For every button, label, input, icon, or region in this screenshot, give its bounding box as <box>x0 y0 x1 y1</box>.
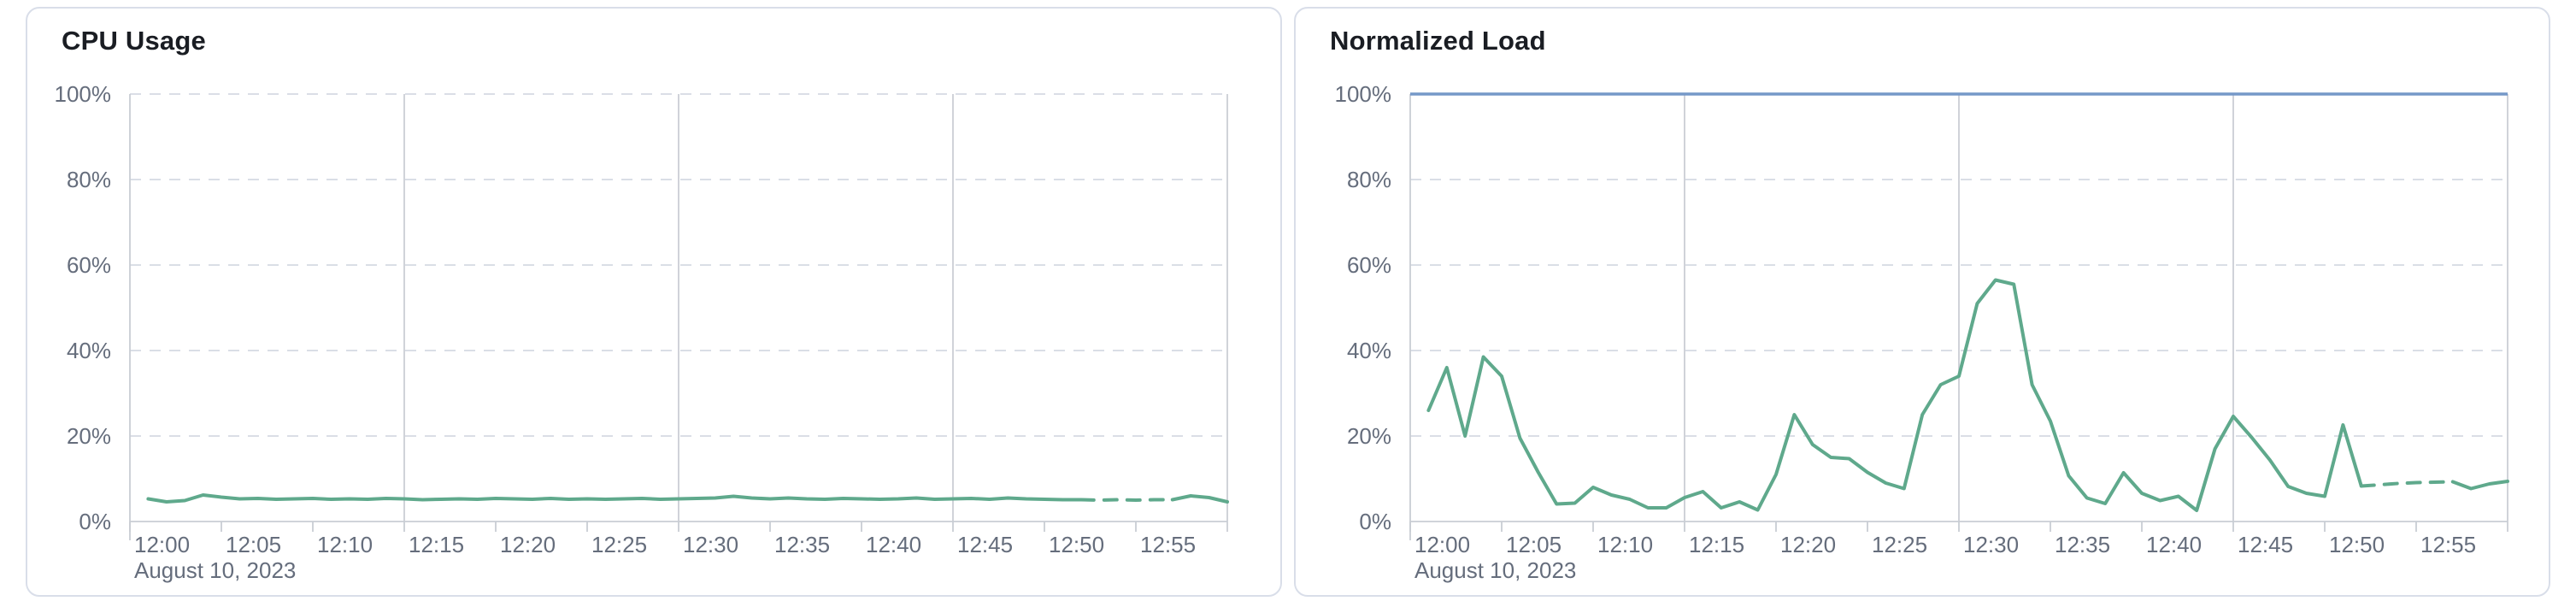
x-axis-label: 12:40 <box>866 532 921 557</box>
series-line <box>1426 278 2363 512</box>
y-axis-label: 0% <box>79 509 111 534</box>
cpu-usage-chart[interactable]: 12:00 12:05 12:10 12:15 12:20 12:25 12:30 12:35… <box>27 9 1280 595</box>
x-axis-label: 12:15 <box>1689 532 1744 557</box>
date-label: August 10, 2023 <box>1414 557 1576 583</box>
y-axis-label: 80% <box>1347 167 1391 192</box>
x-axis-label: 12:35 <box>2055 532 2110 557</box>
y-axis-label: 100% <box>1335 81 1392 107</box>
y-axis-label: 60% <box>1347 252 1391 278</box>
chart-title: Normalized Load <box>1330 26 1546 56</box>
x-axis-label: 12:20 <box>1780 532 1836 557</box>
x-axis-label: 12:10 <box>1597 532 1653 557</box>
x-axis-label: 12:00 <box>1414 532 1470 557</box>
normalized-load-card: Normalized Load 12:00 12:05 12:10 12:15 12:2… <box>1294 7 2550 597</box>
series-line <box>1170 494 1229 504</box>
series-line <box>2359 480 2455 488</box>
series-line <box>2450 480 2509 491</box>
x-axis-label: 12:30 <box>1963 532 2019 557</box>
y-axis-label: 40% <box>67 338 111 363</box>
x-axis-label: 12:25 <box>591 532 647 557</box>
series-line <box>146 493 1083 504</box>
x-axis-label: 12:45 <box>2238 532 2293 557</box>
x-axis-label: 12:50 <box>1049 532 1104 557</box>
y-axis-label: 0% <box>1359 509 1391 534</box>
x-axis-label: 12:35 <box>774 532 830 557</box>
x-axis-label: 12:05 <box>1506 532 1561 557</box>
y-axis-label: 100% <box>55 81 112 107</box>
y-axis-label: 40% <box>1347 338 1391 363</box>
x-axis-label: 12:00 <box>134 532 190 557</box>
series-line <box>1079 498 1174 502</box>
x-axis-label: 12:20 <box>500 532 556 557</box>
x-axis-label: 12:55 <box>2420 532 2476 557</box>
x-axis-label: 12:05 <box>226 532 281 557</box>
x-axis-label: 12:40 <box>2146 532 2202 557</box>
x-axis-label: 12:45 <box>957 532 1013 557</box>
y-axis-label: 20% <box>1347 423 1391 449</box>
cpu-usage-card: CPU Usage 12:00 12:05 12:10 12:15 12:20 12:25… <box>26 7 1282 597</box>
x-axis-label: 12:10 <box>317 532 373 557</box>
y-axis-label: 60% <box>67 252 111 278</box>
x-axis-label: 12:50 <box>2329 532 2385 557</box>
x-axis-label: 12:25 <box>1872 532 1927 557</box>
x-axis-label: 12:55 <box>1140 532 1196 557</box>
x-axis-label: 12:30 <box>683 532 738 557</box>
x-axis-label: 12:15 <box>409 532 464 557</box>
y-axis-label: 80% <box>67 167 111 192</box>
chart-title: CPU Usage <box>62 26 206 56</box>
y-axis-label: 20% <box>67 423 111 449</box>
normalized-load-chart[interactable]: 12:00 12:05 12:10 12:15 12:20 12:25 12:30 12:35… <box>1296 9 2549 595</box>
date-label: August 10, 2023 <box>134 557 296 583</box>
